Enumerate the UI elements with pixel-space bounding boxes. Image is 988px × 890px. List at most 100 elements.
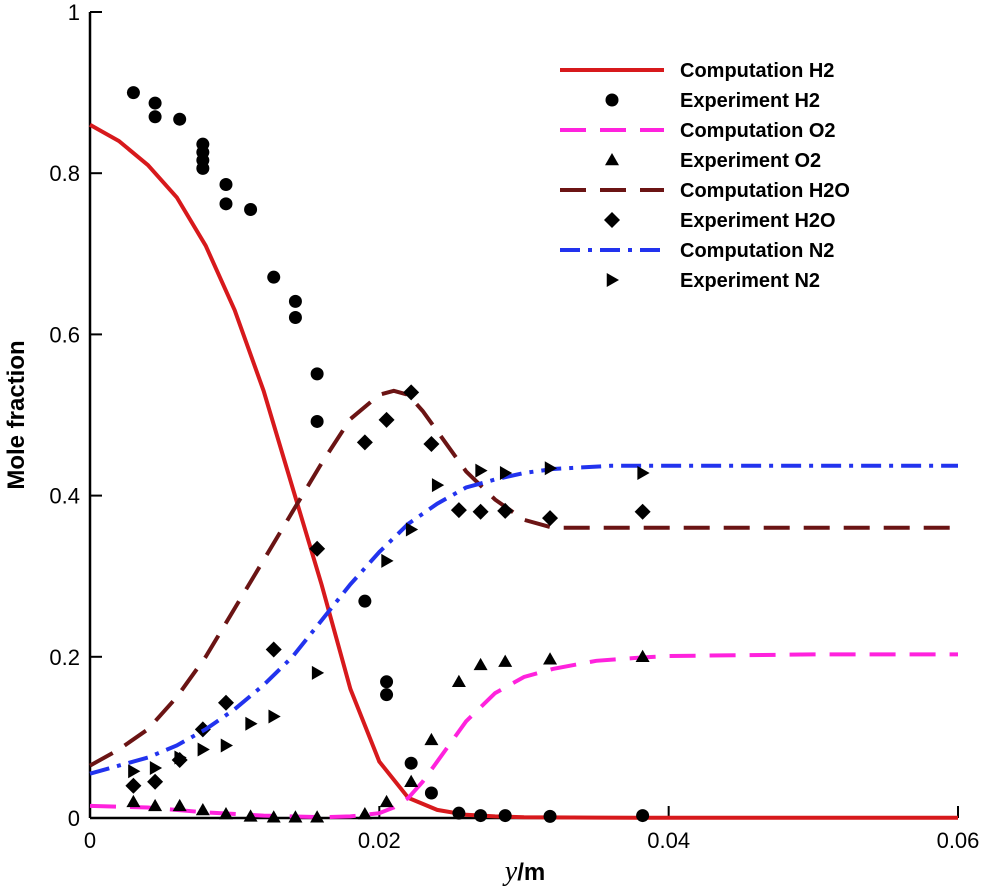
data-point [310, 810, 325, 823]
data-point [637, 466, 650, 481]
data-point [357, 806, 372, 820]
data-point [474, 809, 488, 823]
legend-marker [606, 273, 619, 287]
legend-label: Computation H2 [680, 60, 834, 82]
data-point [451, 674, 466, 688]
data-point [219, 197, 233, 211]
data-point [197, 742, 210, 757]
legend: Computation H2 Experiment H2 Computation O… [560, 60, 850, 292]
data-point [309, 540, 326, 557]
data-point [472, 503, 489, 520]
data-point [380, 688, 394, 702]
data-point [378, 411, 395, 428]
data-point [499, 466, 513, 481]
data-point [245, 716, 258, 731]
data-point [544, 461, 558, 476]
data-point [404, 774, 419, 787]
data-point [381, 553, 394, 568]
data-point [473, 657, 488, 671]
y-tick-label: 0.6 [49, 322, 80, 347]
data-point [634, 503, 651, 520]
data-point [450, 502, 467, 519]
data-point [288, 810, 303, 823]
x-tick-label: 0 [84, 828, 96, 853]
data-point [218, 806, 233, 820]
data-point [543, 809, 557, 823]
legend-label: Experiment N2 [680, 270, 820, 292]
legend-item: Experiment O2 [605, 150, 821, 172]
data-point [405, 522, 419, 537]
data-point [217, 694, 234, 711]
y-tick-label: 0.8 [49, 161, 80, 186]
y-tick-label: 0.2 [49, 645, 80, 670]
axis-ticks: 0 0.02 0.04 0.06 0 0.2 0.4 0.6 0.8 1 [49, 0, 979, 853]
data-point [148, 96, 162, 110]
data-point [243, 809, 258, 822]
series-experiment-h2o [125, 384, 651, 794]
data-point [244, 202, 258, 216]
y-tick-label: 0 [68, 806, 80, 831]
series-line [89, 123, 958, 820]
data-point [288, 310, 302, 324]
data-point [126, 794, 141, 808]
x-axis-unit: /m [517, 859, 545, 886]
data-point [266, 810, 281, 823]
x-axis-label: y/m [502, 856, 545, 887]
data-point [358, 594, 372, 608]
y-axis-label: Mole fraction [3, 340, 30, 489]
x-tick-label: 0.02 [358, 828, 401, 853]
data-point [498, 809, 512, 823]
data-point [424, 786, 438, 800]
series-experiment-n2 [128, 461, 650, 779]
data-point [128, 764, 141, 779]
data-point [219, 177, 233, 191]
data-point [475, 463, 488, 478]
data-point [498, 654, 513, 667]
data-point [125, 777, 142, 794]
data-point [310, 367, 324, 381]
series-computation-o2 [89, 652, 958, 820]
data-point [126, 86, 140, 100]
legend-item: Computation H2 [560, 60, 834, 82]
legend-item: Computation H2O [560, 180, 850, 202]
data-point [379, 794, 394, 808]
legend-label: Experiment H2O [680, 210, 836, 232]
data-point [147, 773, 164, 790]
legend-item: Computation N2 [560, 240, 834, 262]
series-line [89, 388, 958, 768]
data-point [542, 510, 559, 527]
legend-marker [605, 153, 619, 166]
data-point [403, 384, 420, 401]
data-point [195, 802, 210, 816]
legend-label: Computation O2 [680, 120, 836, 142]
data-point [635, 649, 650, 663]
data-point [220, 738, 233, 753]
data-point [268, 709, 281, 724]
data-point [380, 675, 394, 689]
data-point [288, 294, 302, 308]
legend-label: Experiment O2 [680, 150, 821, 172]
data-point [424, 732, 439, 746]
legend-item: Experiment N2 [606, 270, 820, 292]
data-point [174, 750, 187, 765]
legend-item: Experiment H2 [605, 90, 820, 112]
x-axis-variable: y [502, 856, 518, 887]
data-point [404, 756, 418, 770]
y-tick-label: 1 [68, 0, 80, 25]
data-point [543, 652, 558, 665]
data-point [173, 112, 187, 126]
legend-label: Computation H2O [680, 180, 850, 202]
x-tick-label: 0.04 [647, 828, 690, 853]
y-tick-label: 0.4 [49, 484, 80, 509]
series-computation-h2 [89, 123, 958, 820]
series-computation-n2 [89, 463, 958, 776]
data-point [172, 798, 187, 812]
data-point [265, 641, 282, 658]
data-point [196, 161, 210, 175]
data-point [636, 809, 650, 823]
data-point [148, 110, 162, 124]
legend-marker [605, 93, 619, 107]
data-point [310, 414, 324, 428]
series-experiment-h2 [126, 86, 650, 823]
legend-item: Computation O2 [560, 120, 836, 142]
